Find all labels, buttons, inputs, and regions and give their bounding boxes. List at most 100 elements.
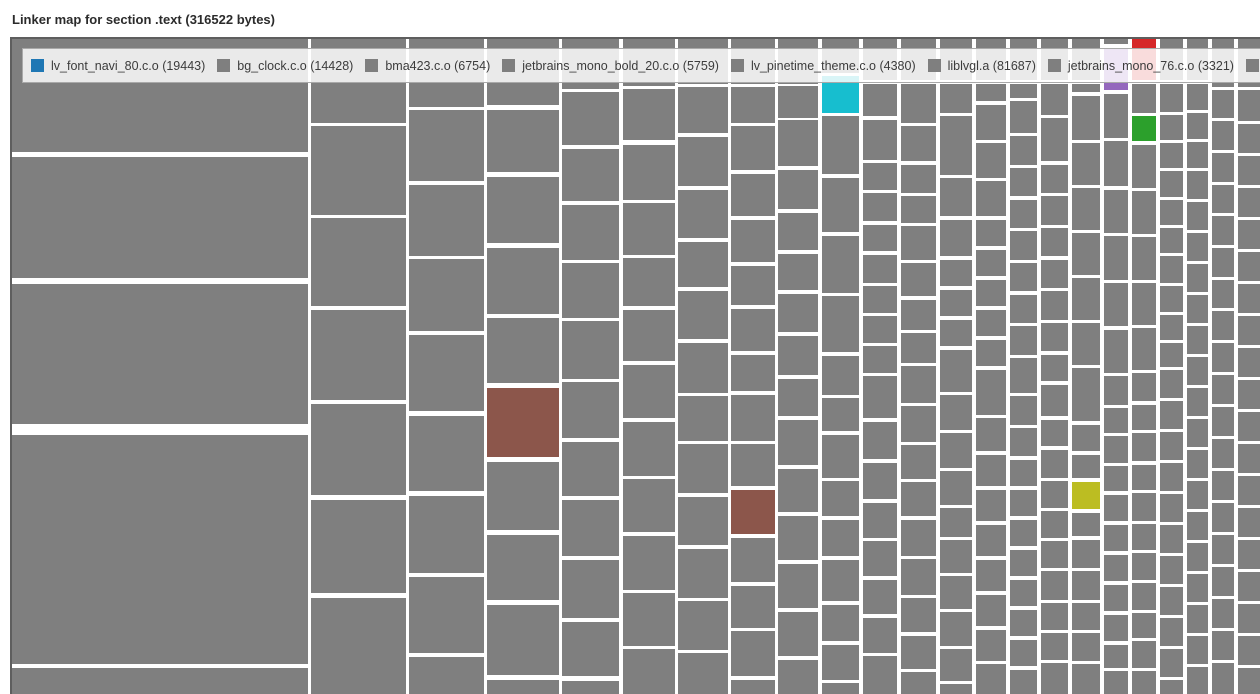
treemap-cell[interactable] [1238,476,1260,505]
treemap-cell[interactable] [1010,101,1037,133]
treemap-cell-brown[interactable] [487,388,559,457]
treemap-cell[interactable] [863,580,897,614]
treemap-cell[interactable] [778,170,818,209]
treemap-cell[interactable] [1160,200,1183,225]
treemap-cell[interactable] [1160,115,1183,140]
treemap-cell[interactable] [1187,419,1208,447]
treemap-cell[interactable] [976,84,1006,101]
treemap-cell[interactable] [1010,670,1037,694]
treemap-cell[interactable] [1010,136,1037,165]
treemap-cell[interactable] [778,213,818,250]
treemap-cell[interactable] [1212,471,1234,500]
treemap-cell[interactable] [1041,663,1068,694]
treemap-cell[interactable] [409,335,484,411]
treemap-cell[interactable] [1160,315,1183,340]
treemap-cell[interactable] [1041,420,1068,446]
treemap-cell[interactable] [1104,236,1128,280]
treemap-cell[interactable] [678,137,728,186]
treemap-cell[interactable] [1212,248,1234,277]
treemap-cell[interactable] [1212,663,1234,694]
treemap-cell[interactable] [731,87,775,123]
treemap-cell[interactable] [1160,525,1183,553]
treemap-cell-green[interactable] [1132,116,1156,141]
treemap-cell[interactable] [487,177,559,243]
treemap-cell[interactable] [12,668,308,694]
treemap-cell[interactable] [940,178,972,216]
treemap-cell[interactable] [731,680,775,694]
treemap-cell[interactable] [1212,631,1234,660]
treemap-cell[interactable] [1010,168,1037,196]
treemap-cell[interactable] [1238,412,1260,441]
treemap-cell[interactable] [1132,405,1156,430]
treemap-cell[interactable] [822,296,859,352]
treemap-cell[interactable] [678,343,728,393]
treemap-cell[interactable] [1072,425,1100,451]
treemap-cell[interactable] [1160,463,1183,491]
treemap-cell[interactable] [487,248,559,314]
treemap-cell[interactable] [822,560,859,601]
treemap-cell[interactable] [1104,436,1128,463]
treemap-cell[interactable] [1212,280,1234,308]
treemap-cell[interactable] [623,89,675,140]
treemap-cell-brown[interactable] [731,490,775,534]
treemap-cell[interactable] [1041,196,1068,225]
treemap-cell[interactable] [487,318,559,383]
treemap-cell[interactable] [1104,190,1128,233]
treemap-cell[interactable] [1132,283,1156,325]
treemap-cell[interactable] [1187,450,1208,478]
treemap-cell[interactable] [1238,348,1260,377]
treemap-cell[interactable] [1010,84,1037,98]
treemap-cell[interactable] [940,471,972,505]
treemap-cell[interactable] [409,416,484,491]
treemap-cell[interactable] [1132,328,1156,370]
treemap-cell[interactable] [731,266,775,305]
treemap-cell[interactable] [562,681,619,694]
treemap-cell[interactable] [12,284,308,424]
treemap-cell[interactable] [901,165,936,193]
treemap-cell[interactable] [863,618,897,653]
treemap-cell[interactable] [562,622,619,676]
treemap-cell[interactable] [1132,613,1156,638]
treemap-cell[interactable] [1160,286,1183,312]
treemap-cell[interactable] [976,340,1006,366]
treemap-cell[interactable] [1238,572,1260,601]
treemap-cell[interactable] [1104,466,1128,491]
treemap-cell[interactable] [1160,171,1183,197]
treemap-cell[interactable] [1187,326,1208,354]
treemap-cell[interactable] [1010,520,1037,546]
treemap-cell[interactable] [1072,96,1100,140]
treemap-cell[interactable] [1238,636,1260,665]
treemap-cell[interactable] [623,479,675,532]
treemap-cell[interactable] [778,420,818,465]
treemap-cell[interactable] [1072,278,1100,320]
treemap-cell[interactable] [863,463,897,499]
treemap-cell[interactable] [1238,380,1260,409]
treemap-cell[interactable] [778,336,818,375]
treemap-cell[interactable] [901,445,936,479]
treemap-cell[interactable] [623,536,675,590]
treemap-cell[interactable] [1072,603,1100,630]
treemap-cell[interactable] [1072,513,1100,536]
treemap-cell[interactable] [822,178,859,232]
treemap-cell[interactable] [901,300,936,330]
treemap-cell[interactable] [901,84,936,123]
treemap-cell[interactable] [863,346,897,373]
treemap-cell[interactable] [1132,433,1156,461]
treemap-cell[interactable] [678,87,728,133]
treemap-cell[interactable] [1212,343,1234,372]
treemap-cell[interactable] [1104,585,1128,611]
treemap-cell[interactable] [1104,376,1128,405]
treemap-cell[interactable] [1238,156,1260,185]
treemap-cell[interactable] [940,116,972,175]
treemap-cell[interactable] [487,110,559,172]
treemap-cell[interactable] [562,263,619,318]
treemap-cell[interactable] [409,577,484,653]
treemap-cell[interactable] [1212,567,1234,596]
treemap-cell[interactable] [1160,143,1183,168]
treemap-cell[interactable] [623,365,675,418]
treemap-cell[interactable] [901,559,936,595]
treemap-cell[interactable] [1238,444,1260,473]
treemap-cell[interactable] [1238,252,1260,281]
treemap-cell-olive[interactable] [1072,482,1100,509]
treemap-cell[interactable] [678,242,728,287]
